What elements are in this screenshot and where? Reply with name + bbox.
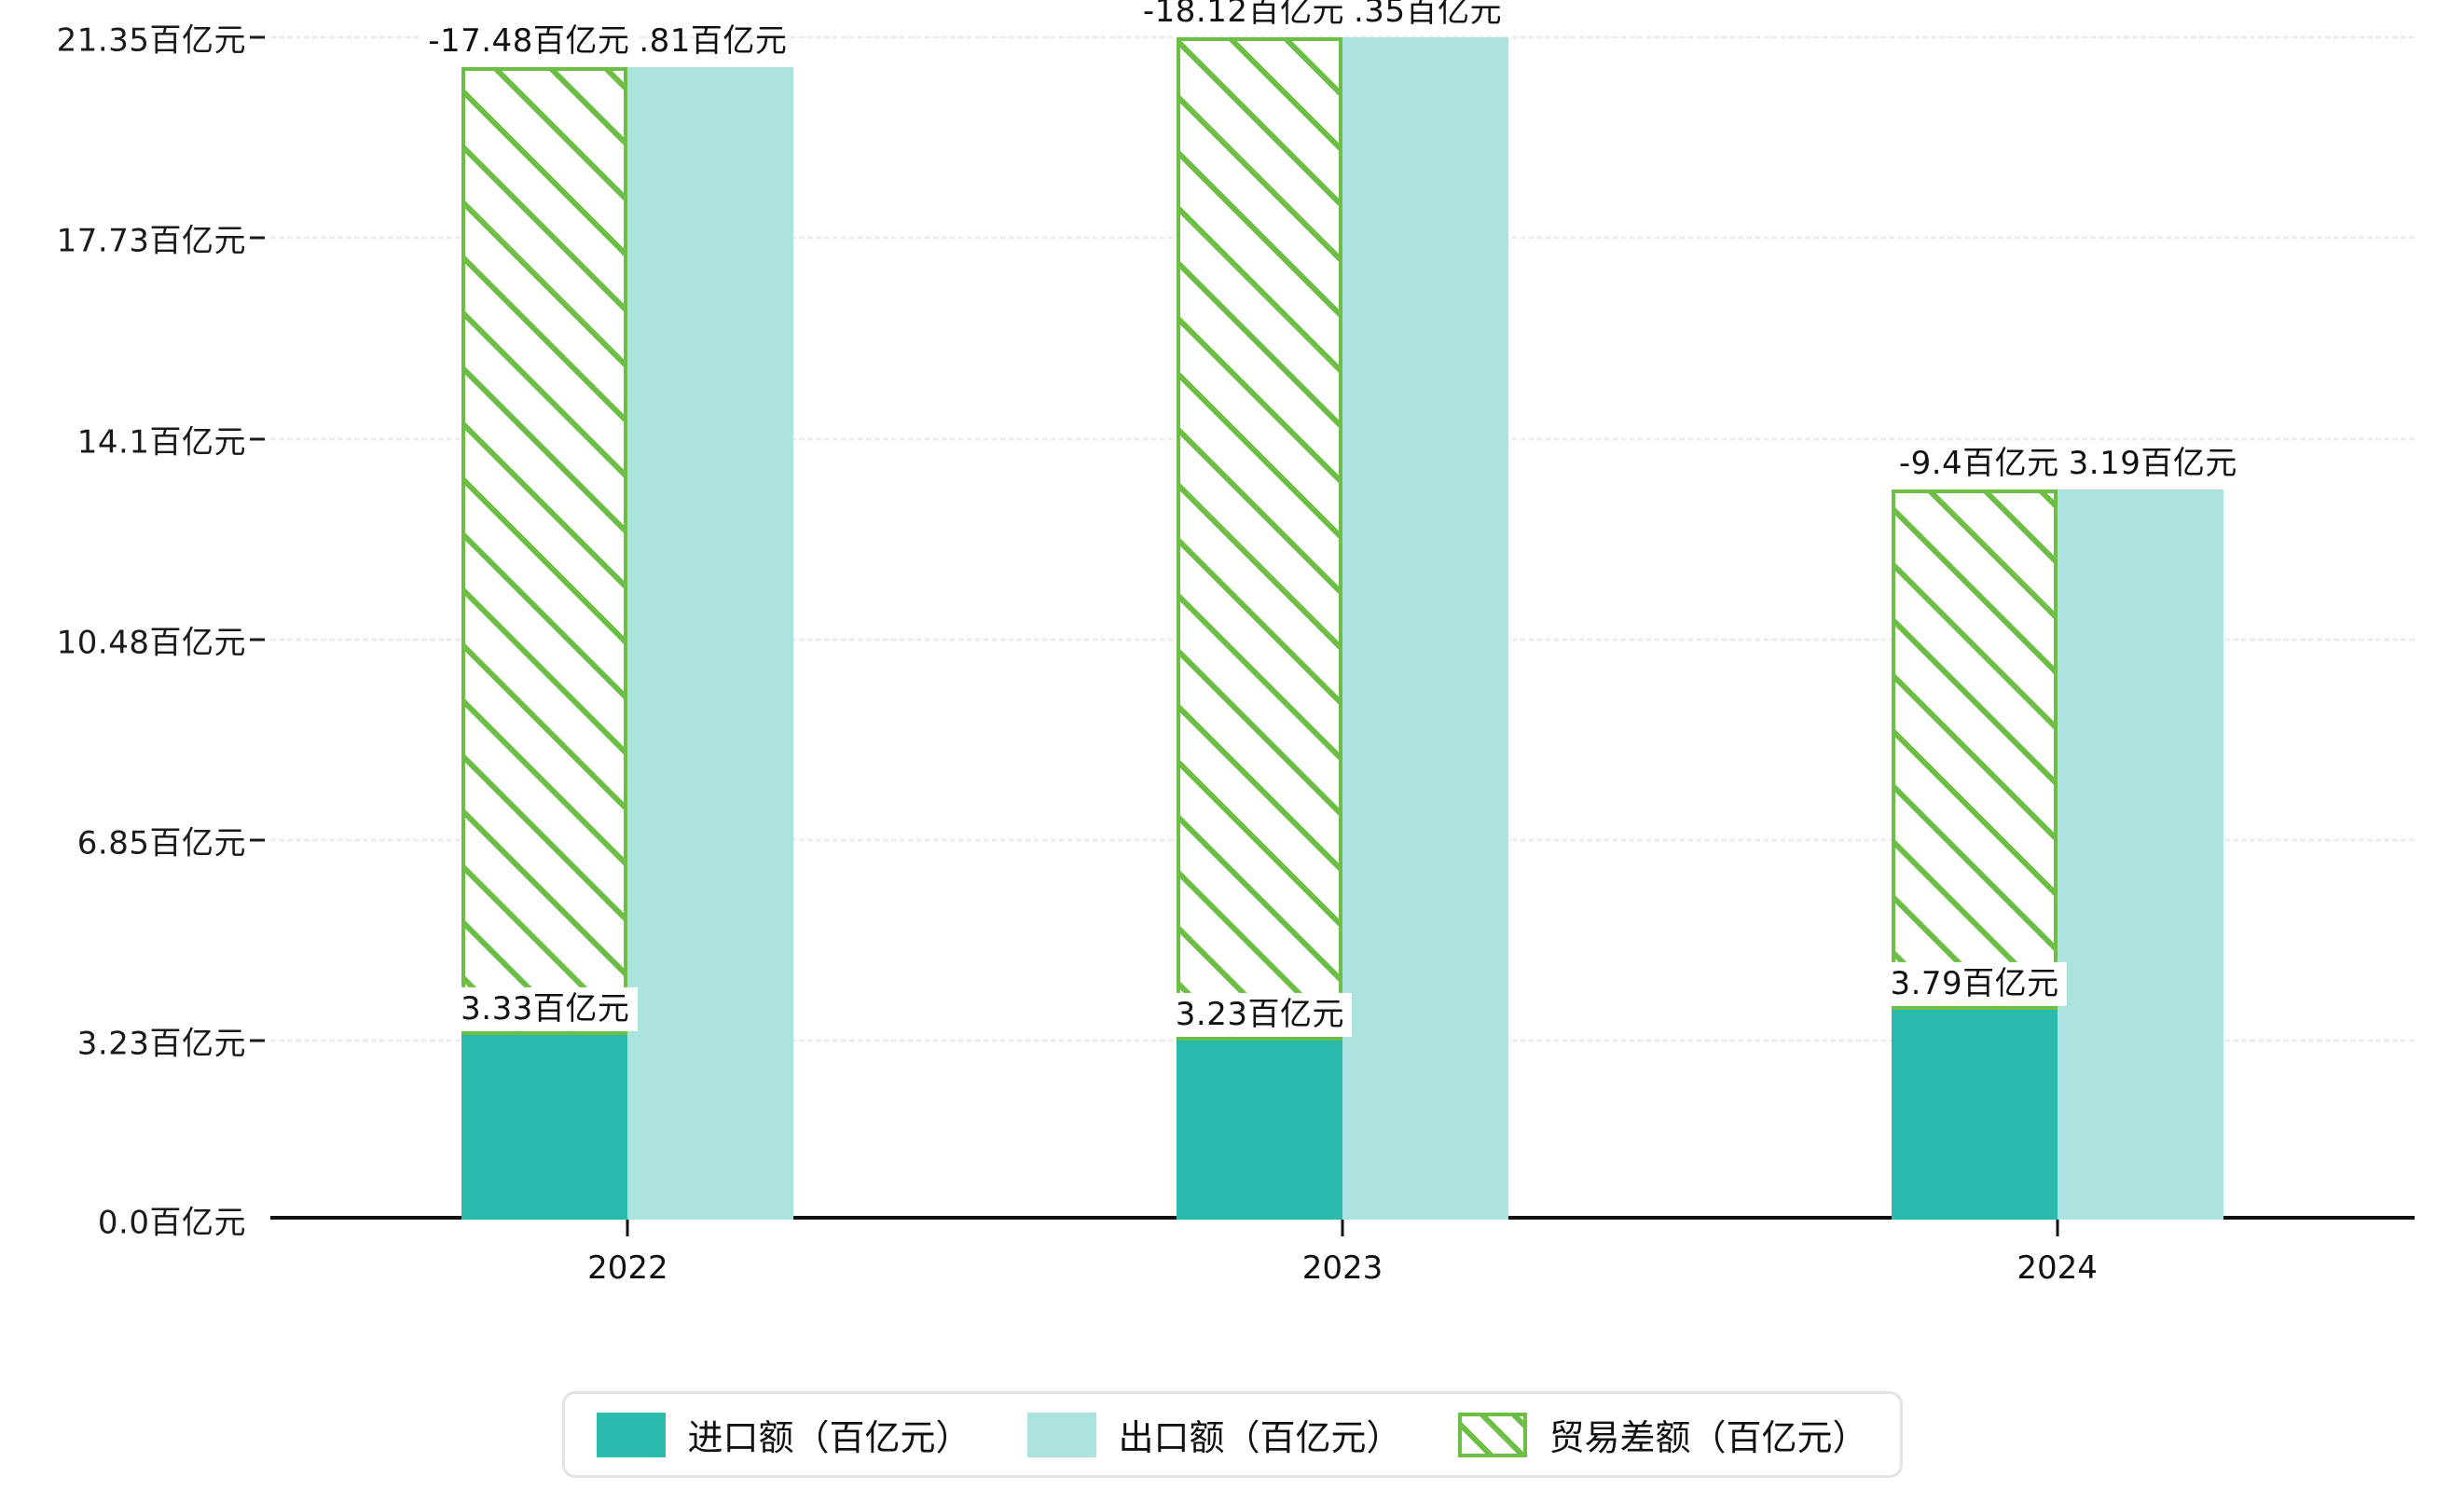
y-axis-tick-mark (250, 437, 265, 441)
value-label-trade-balance: -18.12百亿元 (1135, 0, 1352, 34)
bar-import[interactable] (1891, 1009, 2058, 1220)
legend-item-trade-balance[interactable]: 贸易差额（百亿元） (1457, 1409, 1868, 1460)
value-label-trade-balance: -9.4百亿元 (1891, 441, 2067, 486)
x-axis-tick-mark (1341, 1220, 1344, 1236)
y-axis-tick-label: 6.85百亿元 (76, 824, 246, 862)
bar-trade-balance[interactable] (1891, 489, 2058, 1010)
value-label-export: .81百亿元 (639, 21, 788, 60)
y-axis-tick-mark (250, 1039, 265, 1042)
x-axis-tick-label: 2022 (587, 1249, 668, 1287)
x-axis-tick-mark (626, 1220, 629, 1236)
x-axis-tick-label: 2023 (1301, 1249, 1383, 1287)
value-label-export: 3.19百亿元 (2068, 444, 2237, 482)
y-axis-tick-label: 0.0百亿元 (97, 1204, 246, 1242)
bar-import[interactable] (1177, 1041, 1342, 1220)
legend-item-export[interactable]: 出口额（百亿元） (1026, 1409, 1402, 1460)
legend-label-trade-balance: 贸易差额（百亿元） (1549, 1417, 1868, 1458)
chart-legend: 进口额（百亿元） 出口额（百亿元） 贸易差额（百亿元） (561, 1391, 1903, 1478)
y-axis-tick-mark (250, 35, 265, 39)
value-label-import: 3.79百亿元 (1882, 961, 2067, 1006)
value-label-import: 3.33百亿元 (453, 987, 638, 1032)
bar-import[interactable] (461, 1035, 628, 1220)
value-label-import: 3.23百亿元 (1167, 993, 1352, 1038)
y-axis-tick-label: 17.73百亿元 (56, 222, 246, 260)
y-axis-tick-label: 21.35百亿元 (56, 21, 246, 60)
bar-trade-balance[interactable] (1177, 37, 1342, 1042)
y-axis-tick-label: 3.23百亿元 (76, 1025, 246, 1063)
y-axis-tick-label: 10.48百亿元 (56, 624, 246, 662)
legend-swatch-import (596, 1412, 666, 1457)
legend-label-import: 进口额（百亿元） (687, 1417, 971, 1458)
bar-export[interactable] (1342, 37, 1508, 1220)
x-axis-tick-mark (2056, 1220, 2059, 1236)
y-axis-tick-mark (250, 638, 265, 642)
bar-export[interactable] (2057, 489, 2223, 1220)
plot-area: 0.0百亿元 3.23百亿元 6.85百亿元 10.48百亿元 14.1百亿元 17.73… (57, 0, 2415, 1287)
x-axis-tick-label: 2024 (2017, 1249, 2098, 1287)
legend-item-import[interactable]: 进口额（百亿元） (596, 1409, 970, 1460)
y-axis-tick-mark (250, 236, 265, 240)
y-axis-tick-label: 14.1百亿元 (76, 423, 246, 462)
legend-swatch-trade-balance (1457, 1412, 1527, 1457)
value-label-trade-balance: -17.48百亿元 (420, 19, 638, 64)
legend-label-export: 出口额（百亿元） (1118, 1417, 1402, 1458)
value-label-export: .35百亿元 (1354, 0, 1503, 30)
y-axis-tick-mark (250, 838, 265, 842)
bar-trade-balance[interactable] (461, 67, 628, 1036)
legend-swatch-export (1026, 1412, 1096, 1457)
bar-export[interactable] (627, 67, 794, 1220)
